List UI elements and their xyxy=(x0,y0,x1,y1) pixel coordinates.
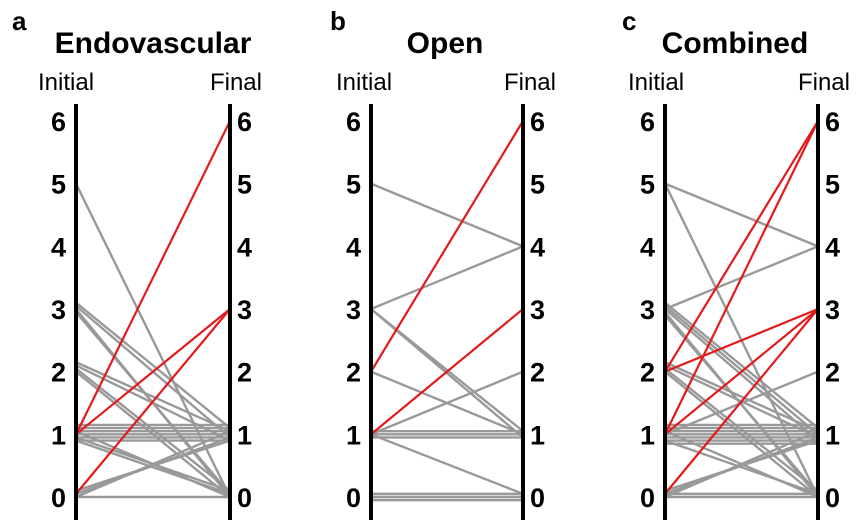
initial-tick-label: 5 xyxy=(640,170,655,200)
worsened-segment xyxy=(664,120,819,373)
panel-title: Endovascular xyxy=(55,27,252,60)
worsened-segment xyxy=(370,308,524,436)
segment xyxy=(664,430,819,499)
worsened-segment xyxy=(664,120,819,435)
initial-tick-label: 1 xyxy=(51,420,66,450)
final-tick-label: 5 xyxy=(237,170,252,200)
worsened-segment xyxy=(75,308,231,436)
initial-tick-label: 3 xyxy=(640,295,655,325)
final-tick-label: 6 xyxy=(530,107,545,137)
segment xyxy=(664,439,819,492)
segment xyxy=(664,439,819,495)
final-axis-label: Final xyxy=(210,69,262,96)
initial-tick-label: 4 xyxy=(346,232,361,262)
initial-tick-label: 5 xyxy=(51,170,66,200)
worsened-segment xyxy=(370,120,524,373)
panel-title: Combined xyxy=(662,27,809,60)
initial-axis-label: Initial xyxy=(628,69,684,96)
segment xyxy=(74,183,232,498)
final-tick-label: 2 xyxy=(530,358,545,388)
segment xyxy=(664,367,819,492)
segment xyxy=(664,361,819,433)
final-tick-label: 3 xyxy=(825,295,840,325)
final-tick-label: 1 xyxy=(237,420,252,450)
final-axis-label: Final xyxy=(798,69,850,96)
panel-letter: c xyxy=(622,6,636,36)
final-tick-label: 4 xyxy=(530,232,545,262)
initial-tick-label: 4 xyxy=(51,232,66,262)
final-tick-label: 5 xyxy=(530,170,545,200)
segment xyxy=(664,301,819,429)
worsened-segment xyxy=(664,308,819,436)
panel-letter: a xyxy=(12,6,27,36)
segment xyxy=(664,314,819,495)
panel-title: Open xyxy=(407,27,484,60)
initial-tick-label: 6 xyxy=(346,107,361,137)
final-tick-label: 6 xyxy=(825,107,840,137)
worsened-segment xyxy=(664,308,819,495)
final-tick-label: 5 xyxy=(825,170,840,200)
initial-axis-label: Initial xyxy=(336,69,392,96)
final-axis-label: Final xyxy=(504,69,556,96)
initial-tick-label: 3 xyxy=(346,295,361,325)
final-tick-label: 2 xyxy=(237,358,252,388)
segment xyxy=(75,367,231,492)
worsened-segment xyxy=(75,120,231,435)
segment xyxy=(664,182,819,248)
initial-tick-label: 2 xyxy=(51,358,66,388)
final-tick-label: 2 xyxy=(825,358,840,388)
final-tick-label: 3 xyxy=(530,295,545,325)
initial-tick-label: 3 xyxy=(51,295,66,325)
initial-axis-label: Initial xyxy=(38,69,94,96)
initial-tick-label: 2 xyxy=(346,358,361,388)
segment xyxy=(75,439,231,492)
segment xyxy=(370,182,524,248)
segment xyxy=(370,370,524,436)
initial-tick-label: 0 xyxy=(346,483,361,513)
initial-tick-label: 6 xyxy=(640,107,655,137)
initial-tick-label: 2 xyxy=(640,358,655,388)
panel-a: a Endovascular Initial Final 0 0 1 1 2 2 3 3 4 4 5 5 6 6 xyxy=(12,6,262,520)
worsened-segment xyxy=(75,308,231,495)
segment xyxy=(75,439,231,496)
final-tick-label: 6 xyxy=(237,107,252,137)
segment xyxy=(75,361,231,433)
final-tick-label: 3 xyxy=(237,295,252,325)
initial-tick-label: 1 xyxy=(346,420,361,450)
worsened-segment xyxy=(664,307,819,373)
initial-tick-label: 0 xyxy=(51,483,66,513)
panel-b: b Open Initial Final 0 0 1 1 2 2 3 3 4 4 5 5 6 6 xyxy=(330,6,556,520)
final-tick-label: 1 xyxy=(825,420,840,450)
segment xyxy=(75,430,231,499)
initial-tick-label: 1 xyxy=(640,420,655,450)
initial-tick-label: 0 xyxy=(640,483,655,513)
final-tick-label: 1 xyxy=(530,420,545,450)
initial-tick-label: 4 xyxy=(640,232,655,262)
final-tick-label: 4 xyxy=(237,232,252,262)
panel-letter: b xyxy=(330,6,346,36)
final-tick-label: 0 xyxy=(530,483,545,513)
final-tick-label: 0 xyxy=(825,483,840,513)
final-tick-label: 0 xyxy=(237,483,252,513)
segment xyxy=(664,304,819,436)
segment xyxy=(75,301,231,429)
initial-tick-label: 6 xyxy=(51,107,66,137)
initial-tick-label: 5 xyxy=(346,170,361,200)
segment xyxy=(370,433,524,495)
final-tick-label: 4 xyxy=(825,232,840,262)
segment xyxy=(370,245,524,311)
panel-c: c Combined Initial Final 0 0 1 1 2 2 3 3 4 4 5 5 6 6 xyxy=(622,6,850,520)
